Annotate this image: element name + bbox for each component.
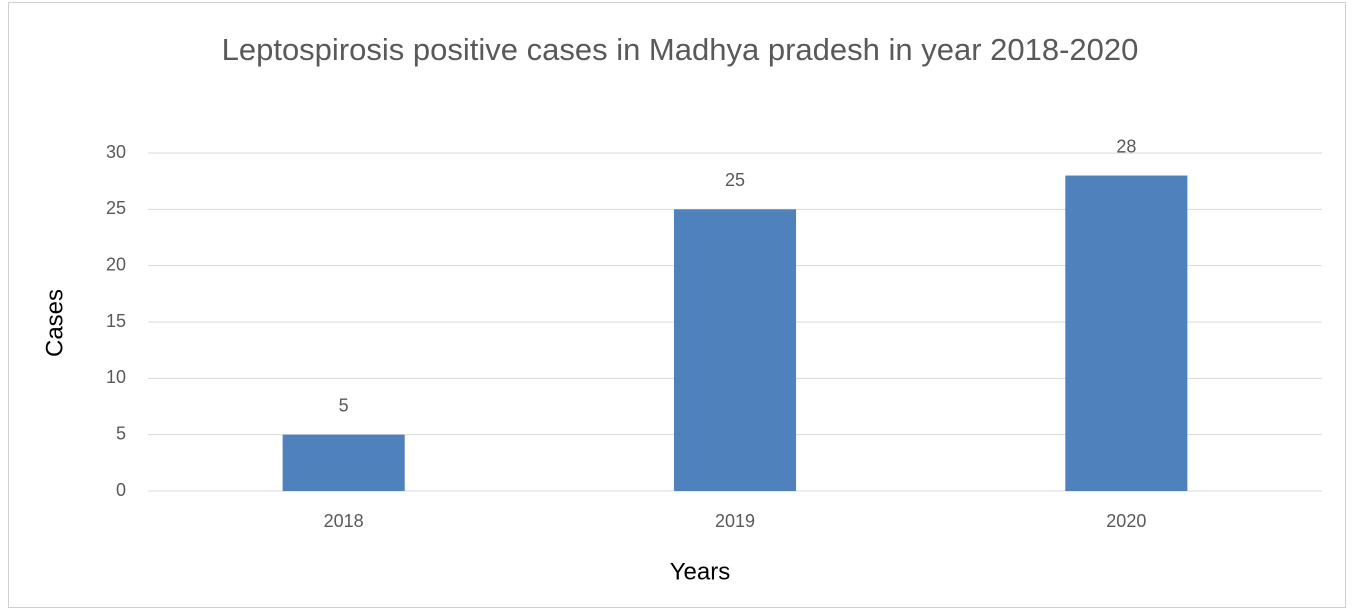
y-tick-label: 20	[106, 254, 126, 274]
bar	[1065, 175, 1188, 492]
bar	[282, 434, 405, 491]
bar	[673, 209, 797, 492]
y-tick-label: 30	[106, 142, 126, 162]
y-tick-label: 5	[116, 423, 126, 443]
y-tick-label: 15	[106, 311, 126, 331]
data-label: 5	[339, 395, 349, 415]
x-tick-label: 2019	[715, 511, 755, 531]
x-axis-title: Years	[670, 558, 731, 585]
x-tick-label: 2020	[1106, 511, 1146, 531]
y-tick-label: 10	[106, 367, 126, 387]
data-label: 28	[1116, 136, 1136, 156]
x-tick-label: 2018	[324, 511, 364, 531]
y-tick-label: 25	[106, 198, 126, 218]
chart-title: Leptospirosis positive cases in Madhya p…	[221, 32, 1139, 67]
data-label: 25	[725, 170, 745, 190]
y-tick-label: 0	[116, 480, 126, 500]
y-axis-title: Cases	[41, 289, 68, 357]
chart-frame	[8, 2, 1346, 608]
